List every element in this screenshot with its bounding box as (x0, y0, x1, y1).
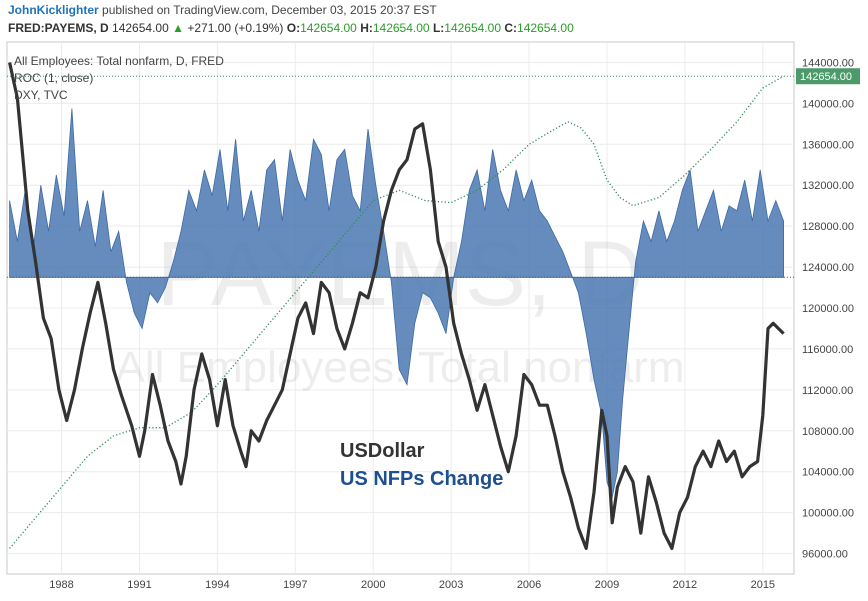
symbol-line: FRED:PAYEMS, D 142654.00 ▲ +271.00 (+0.1… (8, 21, 574, 35)
y-tick-label: 128000.00 (802, 221, 854, 233)
open-value: 142654.00 (300, 21, 357, 35)
x-tick-label: 1991 (127, 579, 151, 591)
up-arrow-icon: ▲ (172, 21, 184, 35)
last-value: 142654.00 (112, 21, 169, 35)
usd-annotation: USDollar (340, 440, 425, 462)
publish-line: JohnKicklighter published on TradingView… (8, 3, 437, 17)
axis-layer: 144000.00 140000.00 136000.00 132000.00 1280… (49, 57, 860, 591)
high-value: 142654.00 (372, 21, 430, 35)
low-value: 142654.00 (444, 21, 501, 35)
legend-roc: ROC (1, close) (14, 71, 94, 85)
high-label: H: (360, 21, 373, 35)
y-tick-label: 144000.00 (802, 57, 854, 69)
legend-dxy: DXY, TVC (14, 88, 68, 102)
nfp-annotation: US NFPs Change (340, 468, 504, 490)
low-label: L: (432, 21, 445, 35)
y-tick-label: 100000.00 (802, 508, 854, 520)
close-label: C: (504, 21, 518, 35)
x-tick-label: 2006 (517, 579, 541, 591)
y-tick-label: 120000.00 (802, 303, 854, 315)
y-tick-label: 108000.00 (802, 426, 854, 438)
roc-area (9, 108, 784, 499)
y-tick-label: 112000.00 (802, 385, 853, 397)
y-tick-label: 124000.00 (802, 262, 854, 274)
y-tick-label: 116000.00 (802, 344, 853, 356)
open-label: O: (286, 21, 301, 35)
y-tick-label: 132000.00 (802, 180, 854, 192)
close-value: 142654.00 (517, 21, 574, 35)
symbol-name: FRED:PAYEMS, D (8, 21, 109, 35)
series-layer (7, 62, 794, 551)
payems-line (9, 75, 784, 549)
x-tick-label: 1988 (49, 579, 73, 591)
x-tick-label: 1994 (205, 579, 229, 591)
x-tick-label: 2009 (595, 579, 619, 591)
published-text: published on TradingView.com, December 0… (102, 3, 437, 17)
y-tick-label: 140000.00 (802, 98, 854, 110)
x-tick-label: 2012 (673, 579, 697, 591)
x-tick-label: 2000 (361, 579, 385, 591)
change-value: +271.00 (+0.19%) (187, 21, 284, 35)
last-price-label: 142654.00 (800, 71, 852, 83)
grid-lines (7, 42, 794, 574)
x-tick-label: 2015 (751, 579, 775, 591)
author-link[interactable]: JohnKicklighter (8, 3, 99, 17)
x-tick-label: 1997 (283, 579, 307, 591)
x-tick-label: 2003 (439, 579, 463, 591)
dxy-line (8, 62, 785, 551)
y-tick-label: 136000.00 (802, 139, 854, 151)
y-tick-label: 104000.00 (802, 467, 854, 479)
last-price-tag (796, 68, 860, 85)
legend-payems: All Employees: Total nonfarm, D, FRED (14, 54, 224, 68)
y-tick-label: 96000.00 (802, 549, 848, 561)
